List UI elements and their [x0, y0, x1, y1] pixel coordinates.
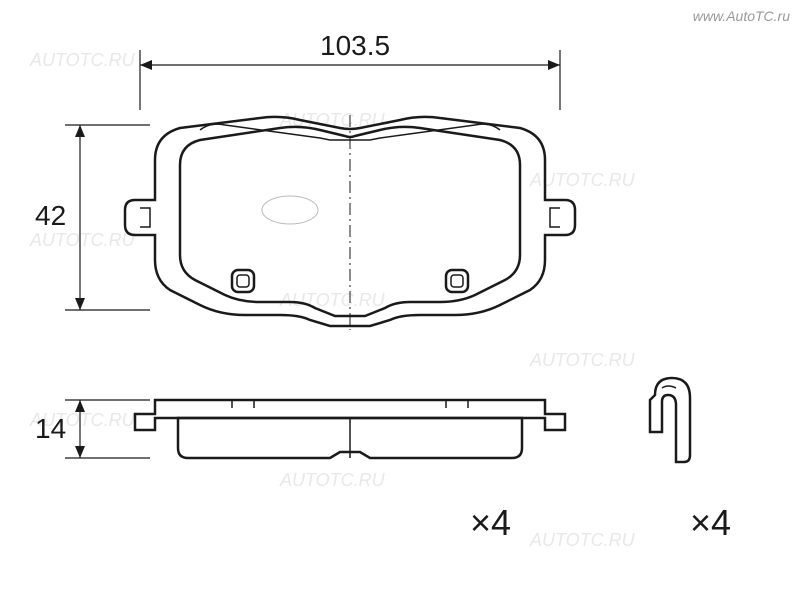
dimension-height-value: 42 [35, 200, 66, 231]
dimension-thickness-value: 14 [35, 413, 66, 444]
brake-pad-front-view [125, 115, 575, 330]
dimension-width-value: 103.5 [320, 30, 390, 61]
technical-drawing: 103.5 42 14 [0, 0, 800, 600]
dimension-height: 42 [35, 125, 150, 310]
url-watermark: www.AutoTC.ru [693, 8, 790, 24]
quantity-pads: ×4 [470, 502, 511, 543]
clip-part [650, 378, 690, 462]
dimension-thickness: 14 [35, 400, 150, 458]
brake-pad-side-view [135, 400, 565, 458]
dimension-width: 103.5 [140, 30, 560, 110]
quantity-clips: ×4 [690, 502, 731, 543]
